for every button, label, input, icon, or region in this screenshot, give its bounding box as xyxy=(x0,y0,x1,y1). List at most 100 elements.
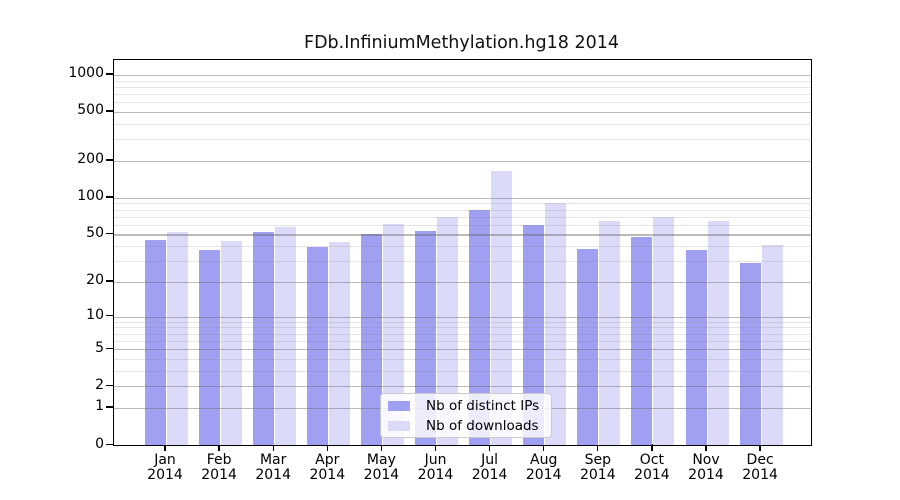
gridline-minor-400 xyxy=(114,123,811,125)
x-tick-label-may: May 2014 xyxy=(349,453,413,482)
gridline-major-200 xyxy=(114,160,811,163)
y-tick-mark-200 xyxy=(106,159,113,161)
y-tick-label-2: 2 xyxy=(95,376,104,393)
x-tick-month-apr: Apr xyxy=(315,452,340,468)
x-tick-label-sep: Sep 2014 xyxy=(566,453,630,482)
bar-jun-downloads xyxy=(437,217,458,445)
bar-nov-distinct-ips xyxy=(685,250,707,445)
bar-jun-distinct-ips xyxy=(415,231,436,445)
x-tick-month-jun: Jun xyxy=(424,452,447,468)
gridline-major-50 xyxy=(114,234,811,236)
x-tick-month-oct: Oct xyxy=(639,452,664,468)
gridline-minor-4 xyxy=(114,358,811,360)
x-tick-mark-jul xyxy=(488,444,491,451)
x-tick-month-feb: Feb xyxy=(206,452,232,468)
x-tick-year-nov: 2014 xyxy=(688,466,724,483)
y-tick-mark-1000 xyxy=(106,73,113,75)
legend-label-downloads: Nb of downloads xyxy=(426,417,539,434)
x-tick-month-aug: Aug xyxy=(530,452,558,468)
bar-sep-downloads xyxy=(599,221,621,445)
x-tick-label-jan: Jan 2014 xyxy=(133,453,197,482)
bar-apr-downloads xyxy=(328,242,350,445)
y-tick-label-5: 5 xyxy=(95,339,104,356)
y-tick-mark-10 xyxy=(106,315,113,317)
gridline-minor-3 xyxy=(114,370,811,372)
plot-area: Nb of distinct IPs Nb of downloads xyxy=(113,59,812,446)
x-tick-label-mar: Mar 2014 xyxy=(241,453,305,482)
legend-swatch-downloads xyxy=(388,420,410,431)
x-tick-month-may: May xyxy=(366,452,396,468)
y-tick-mark-5 xyxy=(106,347,113,349)
bar-mar-distinct-ips xyxy=(252,232,274,445)
bar-aug-downloads xyxy=(545,202,567,445)
x-tick-mark-aug xyxy=(543,444,545,451)
bar-dec-downloads xyxy=(761,244,783,445)
x-tick-label-aug: Aug 2014 xyxy=(512,453,576,482)
x-tick-mark-jun xyxy=(434,444,437,451)
bar-jul-downloads xyxy=(491,171,513,445)
bar-may-downloads xyxy=(382,223,404,445)
x-tick-label-dec: Dec 2014 xyxy=(728,453,792,482)
chart-title: FDb.InfiniumMethylation.hg18 2014 xyxy=(304,33,619,53)
x-tick-year-sep: 2014 xyxy=(579,466,616,483)
y-tick-mark-100 xyxy=(106,196,113,198)
gridline-minor-300 xyxy=(114,139,811,141)
y-tick-label-10: 10 xyxy=(86,307,104,324)
y-tick-mark-2 xyxy=(106,384,113,387)
y-tick-mark-20 xyxy=(106,280,113,282)
x-tick-label-jul: Jul 2014 xyxy=(458,453,522,482)
x-tick-year-jun: 2014 xyxy=(417,466,454,483)
y-tick-mark-500 xyxy=(106,110,113,112)
grid-minor-layer xyxy=(114,60,811,445)
y-tick-mark-1 xyxy=(106,406,113,408)
bars-layer xyxy=(114,60,811,445)
x-tick-label-nov: Nov 2014 xyxy=(674,453,738,482)
x-tick-year-jul: 2014 xyxy=(471,466,508,483)
gridline-minor-6 xyxy=(114,340,811,342)
x-tick-year-jan: 2014 xyxy=(147,466,183,483)
gridline-minor-90 xyxy=(114,203,811,205)
y-tick-label-1000: 1000 xyxy=(68,65,104,82)
x-tick-mark-nov xyxy=(705,444,707,451)
x-tick-year-aug: 2014 xyxy=(525,466,562,483)
y-tick-mark-50 xyxy=(106,232,113,235)
bar-apr-distinct-ips xyxy=(306,247,328,445)
gridline-minor-70 xyxy=(114,216,811,218)
bar-oct-downloads xyxy=(653,216,675,445)
gridline-major-500 xyxy=(114,111,811,114)
gridline-minor-80 xyxy=(114,209,811,211)
gridline-minor-700 xyxy=(114,93,811,95)
y-tick-label-500: 500 xyxy=(77,102,104,119)
y-tick-label-20: 20 xyxy=(86,272,104,289)
legend-item-distinct-ips: Nb of distinct IPs xyxy=(381,397,551,414)
gridline-minor-30 xyxy=(114,261,811,263)
x-tick-month-mar: Mar xyxy=(259,452,287,468)
bar-dec-distinct-ips xyxy=(739,262,761,445)
grid-major-layer xyxy=(114,60,811,445)
bar-sep-distinct-ips xyxy=(577,248,599,445)
gridline-minor-800 xyxy=(114,86,811,88)
x-tick-label-feb: Feb 2014 xyxy=(187,453,251,482)
y-tick-label-50: 50 xyxy=(86,224,104,241)
x-tick-label-jun: Jun 2014 xyxy=(404,453,468,482)
y-tick-mark-0 xyxy=(106,443,113,445)
x-tick-year-dec: 2014 xyxy=(742,466,778,483)
gridline-minor-600 xyxy=(114,102,811,104)
x-tick-month-dec: Dec xyxy=(746,452,774,468)
y-tick-label-1: 1 xyxy=(95,398,104,415)
y-tick-label-0: 0 xyxy=(95,435,104,452)
bar-oct-distinct-ips xyxy=(631,236,653,445)
gridline-minor-9 xyxy=(114,321,811,323)
y-tick-label-100: 100 xyxy=(77,188,104,205)
bar-jan-downloads xyxy=(166,232,188,445)
legend-item-downloads: Nb of downloads xyxy=(381,417,551,434)
x-tick-mark-jan xyxy=(164,444,166,451)
gridline-major-20 xyxy=(114,281,811,284)
x-tick-mark-oct xyxy=(651,444,653,451)
x-tick-label-oct: Oct 2014 xyxy=(620,453,684,482)
legend-swatch-distinct-ips xyxy=(388,400,410,411)
x-tick-month-jul: Jul xyxy=(481,452,499,468)
x-tick-mark-dec xyxy=(759,444,761,451)
gridline-major-100 xyxy=(114,197,811,200)
